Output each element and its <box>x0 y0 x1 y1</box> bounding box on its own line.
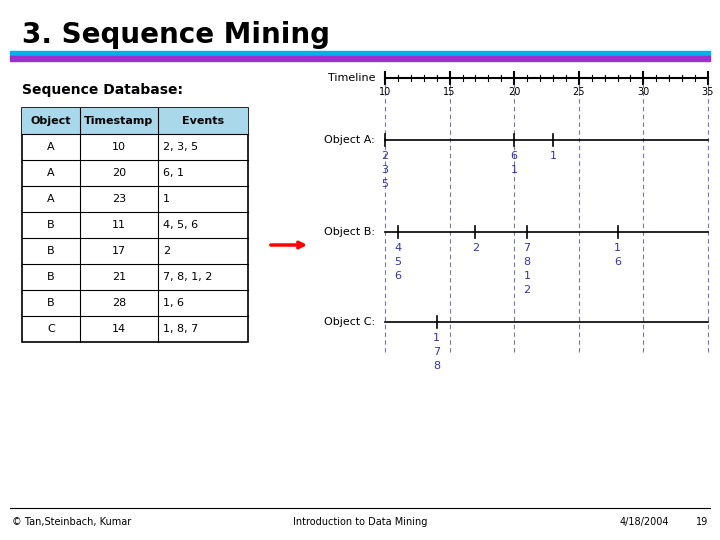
Text: 4/18/2004: 4/18/2004 <box>620 517 670 527</box>
Text: 2: 2 <box>523 285 531 295</box>
Text: 20: 20 <box>112 168 126 178</box>
Text: A: A <box>48 168 55 178</box>
Text: Sequence Database:: Sequence Database: <box>22 83 183 97</box>
Text: 11: 11 <box>112 220 126 230</box>
Text: A: A <box>48 194 55 204</box>
Text: 1: 1 <box>433 333 440 343</box>
Text: Timestamp: Timestamp <box>84 116 153 126</box>
Text: 2: 2 <box>163 246 170 256</box>
Text: 17: 17 <box>112 246 126 256</box>
Bar <box>10 56 710 61</box>
Text: 19: 19 <box>696 517 708 527</box>
Text: 6, 1: 6, 1 <box>163 168 184 178</box>
Bar <box>10 51 710 56</box>
Text: 1, 8, 7: 1, 8, 7 <box>163 324 198 334</box>
Text: Object C:: Object C: <box>324 317 375 327</box>
Text: 10: 10 <box>379 87 391 97</box>
Text: Object: Object <box>31 116 71 126</box>
Text: Object A:: Object A: <box>324 135 375 145</box>
Text: 1: 1 <box>163 194 170 204</box>
Text: 1: 1 <box>510 165 518 175</box>
Text: 35: 35 <box>702 87 714 97</box>
Text: 30: 30 <box>637 87 649 97</box>
Text: 7: 7 <box>433 347 440 357</box>
Text: B: B <box>48 246 55 256</box>
Text: © Tan,Steinbach, Kumar: © Tan,Steinbach, Kumar <box>12 517 131 527</box>
Text: 1, 6: 1, 6 <box>163 298 184 308</box>
Text: Events: Events <box>182 116 224 126</box>
Text: 8: 8 <box>433 361 440 371</box>
Text: 10: 10 <box>112 142 126 152</box>
Text: A: A <box>48 142 55 152</box>
Text: B: B <box>48 272 55 282</box>
Text: 6: 6 <box>510 151 518 161</box>
Text: B: B <box>48 298 55 308</box>
Text: 25: 25 <box>572 87 585 97</box>
Text: 15: 15 <box>444 87 456 97</box>
Text: B: B <box>48 220 55 230</box>
Text: 5: 5 <box>382 179 389 189</box>
Text: 2: 2 <box>382 151 389 161</box>
Text: 14: 14 <box>112 324 126 334</box>
Text: 6: 6 <box>395 271 402 281</box>
Bar <box>22 108 248 342</box>
Text: 20: 20 <box>508 87 521 97</box>
Text: 4: 4 <box>395 243 402 253</box>
Text: 21: 21 <box>112 272 126 282</box>
Text: 23: 23 <box>112 194 126 204</box>
Text: 4, 5, 6: 4, 5, 6 <box>163 220 198 230</box>
Text: Introduction to Data Mining: Introduction to Data Mining <box>293 517 427 527</box>
Text: 7: 7 <box>523 243 531 253</box>
Text: 1: 1 <box>523 271 531 281</box>
Text: 3. Sequence Mining: 3. Sequence Mining <box>22 21 330 49</box>
Text: Object B:: Object B: <box>324 227 375 237</box>
Bar <box>22 108 248 134</box>
Text: 1: 1 <box>614 243 621 253</box>
Text: 3: 3 <box>382 165 389 175</box>
Text: 8: 8 <box>523 257 531 267</box>
Text: 2: 2 <box>472 243 479 253</box>
Text: 6: 6 <box>614 257 621 267</box>
Text: 1: 1 <box>549 151 557 161</box>
Text: 2, 3, 5: 2, 3, 5 <box>163 142 198 152</box>
Text: Timeline: Timeline <box>328 73 375 83</box>
Text: C: C <box>47 324 55 334</box>
Text: 5: 5 <box>395 257 402 267</box>
Text: 28: 28 <box>112 298 126 308</box>
Text: 7, 8, 1, 2: 7, 8, 1, 2 <box>163 272 212 282</box>
